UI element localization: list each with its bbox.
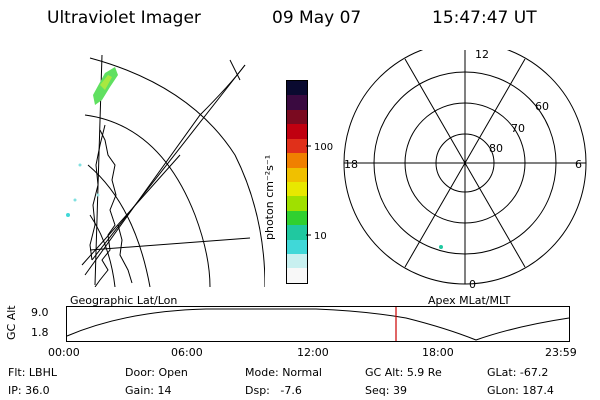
colorbar-tick-10: 10: [314, 231, 327, 242]
lat-label-70: 70: [511, 122, 525, 135]
colorbar: [286, 80, 308, 284]
colorbar-label: photon cm⁻²s⁻¹: [263, 154, 276, 240]
status-flt: Flt: LBHL: [8, 366, 57, 379]
colorbar-segment: [287, 225, 307, 240]
colorbar-segment: [287, 81, 307, 96]
altplot-ylabel: GC Alt: [5, 305, 18, 340]
altplot-xtick-0000: 00:00: [48, 346, 80, 359]
altplot-xtick-2359: 23:59: [545, 346, 577, 359]
lat-label-80: 80: [489, 142, 503, 155]
colorbar-segment: [287, 210, 307, 226]
geographic-panel-label: Geographic Lat/Lon: [70, 294, 178, 307]
polar-plot: 12 18 6 0 60 70 80: [343, 50, 587, 290]
geographic-map: [66, 55, 265, 287]
status-seq: Seq: 39: [365, 384, 407, 397]
status-ip: IP: 36.0: [8, 384, 50, 397]
colorbar-ticks: 100 10: [306, 142, 333, 242]
mlt-label-6: 6: [575, 158, 582, 171]
status-dsp: Dsp: -7.6: [245, 384, 302, 397]
colorbar-segment: [287, 196, 307, 211]
apex-panel-label: Apex MLat/MLT: [428, 294, 511, 307]
altplot-xtick-1800: 18:00: [422, 346, 454, 359]
colorbar-segment: [287, 181, 307, 197]
altplot-xtick-1200: 12:00: [297, 346, 329, 359]
mlt-label-0: 0: [469, 278, 476, 290]
colorbar-segment: [287, 124, 307, 139]
date-label: 09 May 07: [272, 8, 362, 28]
status-glat: GLat: -67.2: [487, 366, 549, 379]
status-gcalt: GC Alt: 5.9 Re: [365, 366, 442, 379]
mlt-label-18: 18: [344, 158, 358, 171]
altplot-ytick-high: 9.0: [31, 306, 49, 319]
colorbar-segment: [287, 239, 307, 255]
app-title: Ultraviolet Imager: [47, 8, 201, 28]
lat-label-60: 60: [535, 100, 549, 113]
status-door: Door: Open: [125, 366, 188, 379]
altitude-plot: [66, 306, 570, 342]
mlt-label-12: 12: [475, 50, 489, 61]
time-label: 15:47:47 UT: [432, 8, 537, 28]
colorbar-tick-100: 100: [314, 142, 333, 153]
altplot-ytick-low: 1.8: [31, 326, 49, 339]
colorbar-segment: [287, 153, 307, 168]
colorbar-segment: [287, 167, 307, 182]
status-gain: Gain: 14: [125, 384, 172, 397]
colorbar-segment: [287, 268, 307, 283]
colorbar-segment: [287, 109, 307, 125]
colorbar-segment: [287, 254, 307, 269]
status-mode: Mode: Normal: [245, 366, 322, 379]
colorbar-segment: [287, 95, 307, 110]
status-glon: GLon: 187.4: [487, 384, 554, 397]
colorbar-segment: [287, 138, 307, 154]
altplot-xtick-0600: 06:00: [171, 346, 203, 359]
